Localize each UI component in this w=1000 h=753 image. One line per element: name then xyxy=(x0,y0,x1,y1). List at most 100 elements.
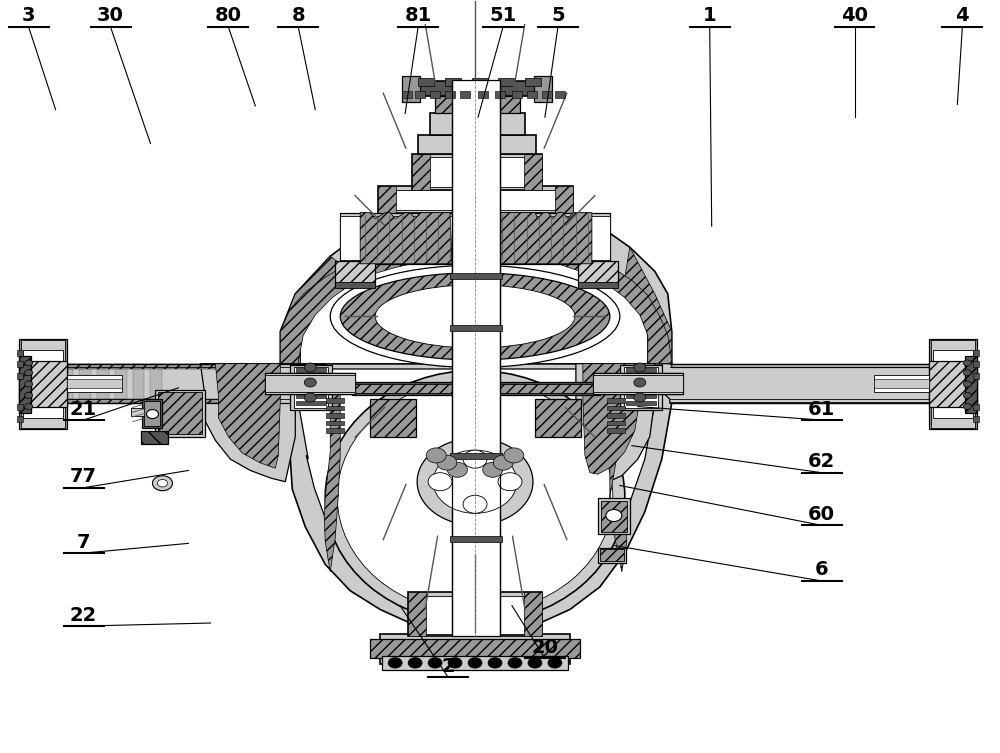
Circle shape xyxy=(408,657,422,668)
Text: 7: 7 xyxy=(77,532,90,552)
Bar xyxy=(555,186,573,212)
Bar xyxy=(67,375,122,392)
Bar xyxy=(445,78,461,86)
Bar xyxy=(296,401,326,405)
Bar xyxy=(607,421,625,425)
Bar xyxy=(460,91,470,99)
Text: 1: 1 xyxy=(703,7,717,26)
Text: 77: 77 xyxy=(70,467,97,486)
Circle shape xyxy=(426,448,446,463)
Bar xyxy=(141,431,168,444)
Bar xyxy=(155,390,205,437)
Bar xyxy=(370,639,580,658)
Bar xyxy=(294,367,328,408)
Bar xyxy=(378,186,573,212)
Bar xyxy=(352,382,600,395)
Bar xyxy=(326,406,344,410)
Circle shape xyxy=(447,462,467,477)
Bar xyxy=(445,91,455,99)
Polygon shape xyxy=(662,364,939,403)
Bar xyxy=(450,536,502,542)
Polygon shape xyxy=(298,369,655,620)
Polygon shape xyxy=(300,211,648,364)
Bar xyxy=(412,81,542,96)
Bar xyxy=(326,413,344,418)
Circle shape xyxy=(498,473,522,491)
Bar xyxy=(418,136,536,154)
Circle shape xyxy=(25,392,33,398)
Text: 81: 81 xyxy=(404,7,432,26)
Polygon shape xyxy=(280,250,412,364)
Bar xyxy=(624,367,658,408)
Polygon shape xyxy=(280,256,345,364)
Bar xyxy=(408,592,426,636)
Text: 21: 21 xyxy=(70,400,97,419)
Bar xyxy=(965,356,977,413)
Bar xyxy=(593,375,683,392)
Polygon shape xyxy=(56,399,280,403)
Text: 80: 80 xyxy=(215,7,242,26)
Circle shape xyxy=(483,462,503,477)
Text: 6: 6 xyxy=(815,560,828,580)
Bar xyxy=(435,96,520,113)
Bar xyxy=(450,273,502,279)
Bar xyxy=(382,656,568,669)
Bar xyxy=(340,216,610,260)
Polygon shape xyxy=(324,392,340,572)
Circle shape xyxy=(388,657,402,668)
Ellipse shape xyxy=(337,380,613,613)
Bar xyxy=(142,399,162,428)
Circle shape xyxy=(963,392,971,398)
Circle shape xyxy=(634,363,646,372)
Bar xyxy=(380,633,570,663)
Circle shape xyxy=(428,657,442,668)
Bar xyxy=(498,78,514,86)
Text: 20: 20 xyxy=(531,638,558,657)
Bar xyxy=(418,157,536,187)
Bar xyxy=(874,379,929,388)
Polygon shape xyxy=(56,364,280,369)
Bar xyxy=(598,548,626,563)
Bar xyxy=(340,212,610,264)
Text: 30: 30 xyxy=(97,7,124,26)
Bar xyxy=(412,154,430,190)
Circle shape xyxy=(528,657,542,668)
Circle shape xyxy=(963,381,971,387)
Circle shape xyxy=(463,450,487,468)
Circle shape xyxy=(606,510,622,522)
Bar xyxy=(607,406,625,410)
Circle shape xyxy=(634,393,646,402)
Bar xyxy=(626,382,656,386)
Polygon shape xyxy=(576,364,655,486)
Bar xyxy=(56,368,325,399)
Bar xyxy=(535,399,581,437)
Bar xyxy=(378,186,396,212)
Circle shape xyxy=(25,404,33,410)
Bar xyxy=(495,91,505,99)
Circle shape xyxy=(25,381,33,387)
Bar xyxy=(973,416,979,422)
Bar xyxy=(265,373,355,394)
Text: 4: 4 xyxy=(956,7,969,26)
Bar xyxy=(158,392,202,434)
Bar xyxy=(418,78,434,86)
Bar xyxy=(296,395,326,398)
Text: 8: 8 xyxy=(291,7,305,26)
Bar xyxy=(430,113,525,136)
Bar xyxy=(593,373,683,394)
Bar xyxy=(450,453,502,459)
Bar xyxy=(326,398,344,403)
Bar xyxy=(929,339,977,429)
Bar xyxy=(973,404,979,410)
Text: 5: 5 xyxy=(551,7,565,26)
Bar xyxy=(524,154,542,190)
Circle shape xyxy=(152,476,172,491)
Bar xyxy=(19,361,67,407)
Bar xyxy=(578,282,618,288)
Bar xyxy=(21,340,65,428)
Bar xyxy=(578,261,618,285)
Ellipse shape xyxy=(433,450,517,514)
Polygon shape xyxy=(360,212,452,264)
Bar xyxy=(478,91,488,99)
Bar xyxy=(335,261,375,285)
